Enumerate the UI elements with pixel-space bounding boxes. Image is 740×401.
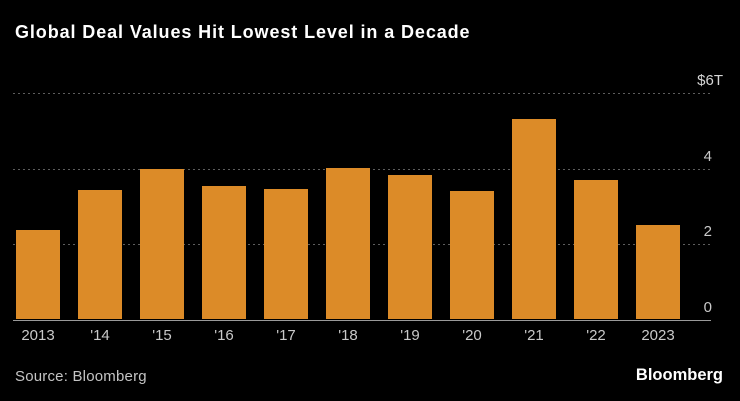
plot-area (13, 93, 711, 321)
source-note: Source: Bloomberg (15, 368, 147, 385)
bar-14 (78, 189, 122, 319)
y-tick-label-4: 4 (703, 147, 712, 165)
bar-2023 (636, 225, 680, 319)
x-tick-label-19: '19 (400, 327, 420, 344)
bar-20 (450, 191, 494, 319)
x-tick-label-16: '16 (214, 327, 234, 344)
x-tick-label-18: '18 (338, 327, 358, 344)
bar-18 (326, 168, 370, 319)
y-tick-label-2: 2 (703, 223, 712, 241)
x-tick-label-2023: 2023 (641, 327, 675, 344)
x-tick-label-22: '22 (586, 327, 606, 344)
bar-15 (140, 169, 184, 319)
x-tick-label-21: '21 (524, 327, 544, 344)
x-tick-label-15: '15 (152, 327, 172, 344)
x-tick-label-17: '17 (276, 327, 296, 344)
bloomberg-logo: Bloomberg (635, 366, 723, 384)
x-tick-label-14: '14 (90, 327, 110, 344)
x-tick-label-2013: 2013 (21, 327, 55, 344)
x-tick-label-20: '20 (462, 327, 482, 344)
bar-2013 (16, 230, 60, 319)
x-axis-baseline (13, 320, 711, 321)
bar-21 (512, 118, 556, 319)
gridline-6t (13, 93, 711, 94)
bar-22 (574, 179, 618, 319)
bar-19 (388, 174, 432, 319)
y-tick-label-0: 0 (703, 299, 712, 316)
y-tick-label-6: $6T (697, 72, 723, 89)
chart-title: Global Deal Values Hit Lowest Level in a… (15, 22, 471, 42)
bar-16 (202, 185, 246, 319)
bar-17 (264, 189, 308, 319)
